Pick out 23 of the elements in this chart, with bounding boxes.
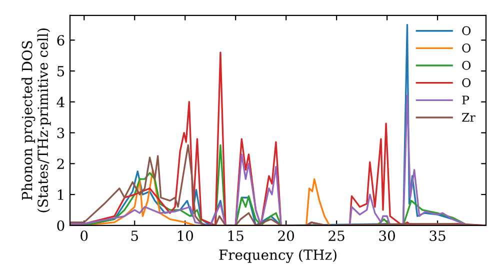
- x-tick-label: 25: [328, 230, 344, 242]
- y-tick-label: 4: [56, 96, 64, 108]
- legend-label: Zr: [462, 113, 476, 122]
- legend-label: O: [462, 44, 471, 52]
- x-axis-title: Frequency (THz): [219, 249, 336, 263]
- legend-label: P: [462, 96, 470, 104]
- y-axis-title: Phonon projected DOS (States/THz·primitive cell): [22, 28, 51, 212]
- legend-label: O: [462, 60, 471, 70]
- y-tick-label: 1: [58, 189, 64, 200]
- legend-label: O: [462, 78, 471, 88]
- x-tick-label: 20: [278, 230, 294, 242]
- x-tick-label: 10: [178, 230, 194, 242]
- x-tick-label: 35: [430, 230, 446, 242]
- x-tick-label: 30: [379, 230, 395, 242]
- x-tick-label: 15: [228, 230, 244, 242]
- y-tick-label: 2: [57, 158, 64, 169]
- y-tick-label: 0: [57, 220, 64, 231]
- y-tick-label: 6: [57, 35, 64, 46]
- x-tick-label: 5: [131, 230, 138, 242]
- x-tick-label: 0: [80, 230, 88, 242]
- y-tick-label: 3: [57, 128, 64, 138]
- legend-label: O: [462, 26, 471, 36]
- y-tick-label: 5: [57, 66, 64, 76]
